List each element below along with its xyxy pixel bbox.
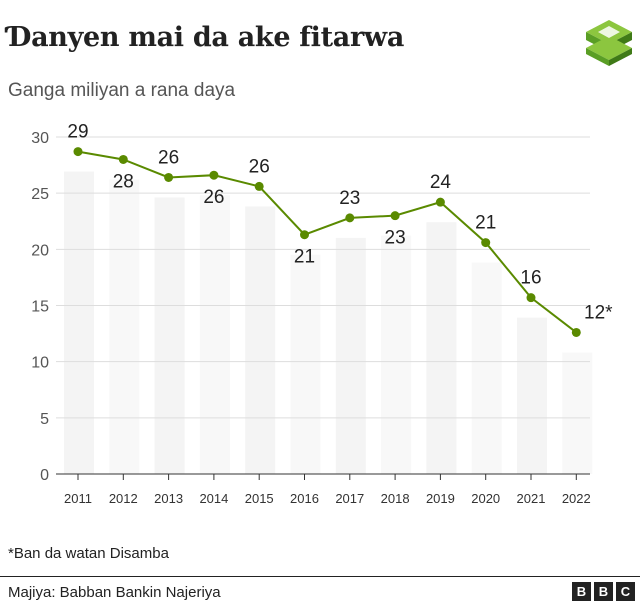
data-label: 29 — [67, 122, 88, 143]
background-column — [64, 171, 94, 474]
y-tick-label: 10 — [31, 355, 49, 372]
x-tick-label: 2012 — [109, 491, 138, 506]
data-point — [254, 181, 264, 191]
bbc-letter: C — [616, 582, 635, 601]
background-column — [335, 237, 366, 474]
x-tick-label: 2017 — [335, 491, 364, 506]
data-point — [481, 238, 491, 248]
y-tick-label: 0 — [40, 467, 49, 484]
data-label: 24 — [430, 172, 452, 193]
bbc-letter: B — [594, 582, 613, 601]
data-label: 23 — [385, 228, 406, 249]
footer-divider — [0, 576, 640, 577]
background-column — [426, 222, 457, 474]
background-column — [381, 235, 412, 474]
data-label: 26 — [249, 156, 270, 177]
data-point — [345, 213, 355, 223]
x-tick-label: 2011 — [64, 491, 92, 506]
x-tick-label: 2015 — [245, 491, 274, 506]
data-point — [164, 172, 174, 182]
x-tick-label: 2016 — [290, 491, 319, 506]
x-tick-label: 2013 — [154, 491, 183, 506]
x-tick-label: 2019 — [426, 491, 455, 506]
data-label: 21 — [294, 247, 315, 268]
footnote: *Ban da watan Disamba — [8, 545, 169, 562]
data-point — [73, 147, 83, 157]
gridlines — [56, 136, 590, 475]
x-tick-label: 2020 — [471, 491, 500, 506]
y-tick-label: 25 — [31, 186, 49, 203]
axes: 0 5 10 15 20 25 30 2011 2012 2013 2014 2015 2016 2017… — [31, 130, 591, 506]
data-label: 26 — [203, 187, 224, 208]
green-isometric-stack-icon — [586, 20, 632, 66]
data-label: 28 — [113, 171, 134, 192]
data-label: 21 — [475, 213, 496, 234]
y-tick-label: 5 — [40, 411, 49, 428]
bbc-letter: B — [572, 582, 591, 601]
series-line — [73, 147, 581, 337]
y-tick-label: 20 — [31, 242, 49, 259]
data-label: 16 — [520, 268, 541, 289]
x-tick-label: 2022 — [562, 491, 591, 506]
data-label: 26 — [158, 147, 179, 168]
data-point — [300, 230, 309, 240]
background-column — [562, 352, 593, 474]
background-column — [154, 197, 185, 474]
data-point — [435, 197, 445, 207]
series-line — [77, 150, 577, 334]
x-tick-label: 2014 — [199, 491, 228, 506]
background-column — [199, 195, 230, 474]
y-tick-label: 30 — [31, 130, 49, 147]
y-tick-label: 15 — [31, 299, 49, 316]
data-point — [571, 327, 581, 337]
background-column — [109, 179, 140, 474]
chart-title: Ɗanyen mai da ake fitarwa — [8, 22, 405, 53]
data-label: 12* — [584, 302, 613, 323]
data-point — [526, 293, 536, 303]
background-column — [517, 317, 547, 474]
x-tick-label: 2018 — [381, 491, 410, 506]
data-labels: 29 28 26 26 26 21 23 23 24 21 16 12* — [67, 122, 613, 324]
data-point — [390, 211, 400, 221]
data-point — [209, 170, 219, 180]
data-label: 23 — [339, 188, 360, 209]
background-silhouette — [64, 171, 593, 474]
source-note: Majiya: Babban Bankin Najeriya — [8, 584, 221, 601]
line-chart: 0 5 10 15 20 25 30 2011 2012 2013 2014 2015 2016 2017… — [31, 122, 613, 506]
x-tick-label: 2021 — [517, 491, 546, 506]
chart-subtitle: Ganga miliyan a rana daya — [8, 80, 236, 101]
background-column — [245, 206, 276, 474]
background-column — [290, 254, 321, 474]
data-point — [118, 154, 128, 164]
background-column — [471, 262, 502, 474]
bbc-logo: B B C — [572, 582, 635, 601]
